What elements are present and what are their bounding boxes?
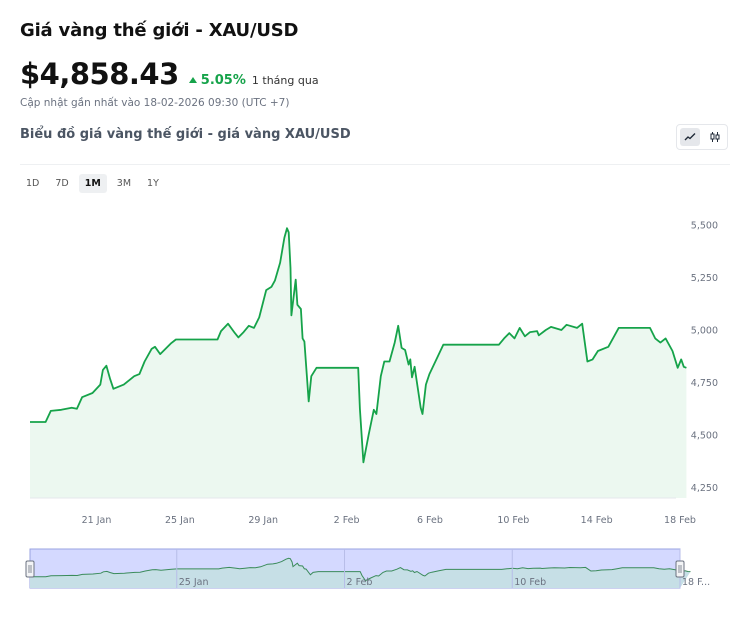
price-change: 5.05% 1 tháng qua [188,73,319,88]
navigator-line [30,557,691,582]
navigator: 25 Jan 2 Feb 10 Feb 18 F... [25,548,710,589]
y-tick-label: 5,000 [691,326,718,337]
range-button-3m[interactable]: 3M [116,178,132,189]
range-button-7d[interactable]: 7D [55,178,69,189]
navigator-tick-label: 2 Feb [347,577,373,588]
navigator-tick-label: 25 Jan [179,577,209,588]
current-price: $4,858.43 [20,57,179,91]
navigator-tick-label: 18 F... [682,577,710,588]
x-tick-label: 2 Feb [334,515,360,526]
time-range-selector: 1D 7D 1M 3M 1Y [20,174,165,193]
y-tick-label: 4,250 [691,483,718,494]
chart-mode-switch [676,124,728,150]
candlestick-icon[interactable] [705,128,725,146]
y-axis: 4,250 4,500 4,750 5,000 5,250 5,500 [691,221,718,495]
last-updated: Cập nhật gần nhất vào 18-02-2026 09:30 (… [20,97,290,109]
navigator-right-handle[interactable] [675,560,685,578]
range-button-1m[interactable]: 1M [78,174,107,193]
up-arrow-icon [188,77,197,83]
y-tick-label: 4,750 [691,378,718,389]
navigator-left-handle[interactable] [25,560,35,578]
change-percent: 5.05% [200,73,246,88]
header-divider [20,164,730,165]
x-tick-label: 25 Jan [165,515,195,526]
y-tick-label: 5,250 [691,273,718,284]
range-button-1y[interactable]: 1Y [147,178,159,189]
line-chart-icon[interactable] [679,128,700,146]
change-period: 1 tháng qua [251,74,319,87]
page-title: Giá vàng thế giới - XAU/USD [20,20,299,41]
main-plot [30,227,687,499]
x-tick-label: 6 Feb [417,515,443,526]
x-tick-label: 10 Feb [497,515,529,526]
y-tick-label: 5,500 [691,221,718,232]
price-line [30,227,687,464]
y-tick-label: 4,500 [691,431,718,442]
price-area [30,228,687,498]
price-row: $4,858.43 5.05% 1 tháng qua [20,57,319,91]
navigator-tick-label: 10 Feb [514,577,546,588]
x-axis: 21 Jan 25 Jan 29 Jan 2 Feb 6 Feb 10 Feb 14 Feb… [82,515,696,526]
range-button-1d[interactable]: 1D [26,178,40,189]
x-tick-label: 29 Jan [248,515,278,526]
x-tick-label: 18 Feb [664,515,696,526]
chart-subtitle: Biểu đồ giá vàng thế giới - giá vàng XAU… [20,127,351,142]
x-tick-label: 21 Jan [82,515,112,526]
navigator-area [30,558,691,588]
x-tick-label: 14 Feb [581,515,613,526]
